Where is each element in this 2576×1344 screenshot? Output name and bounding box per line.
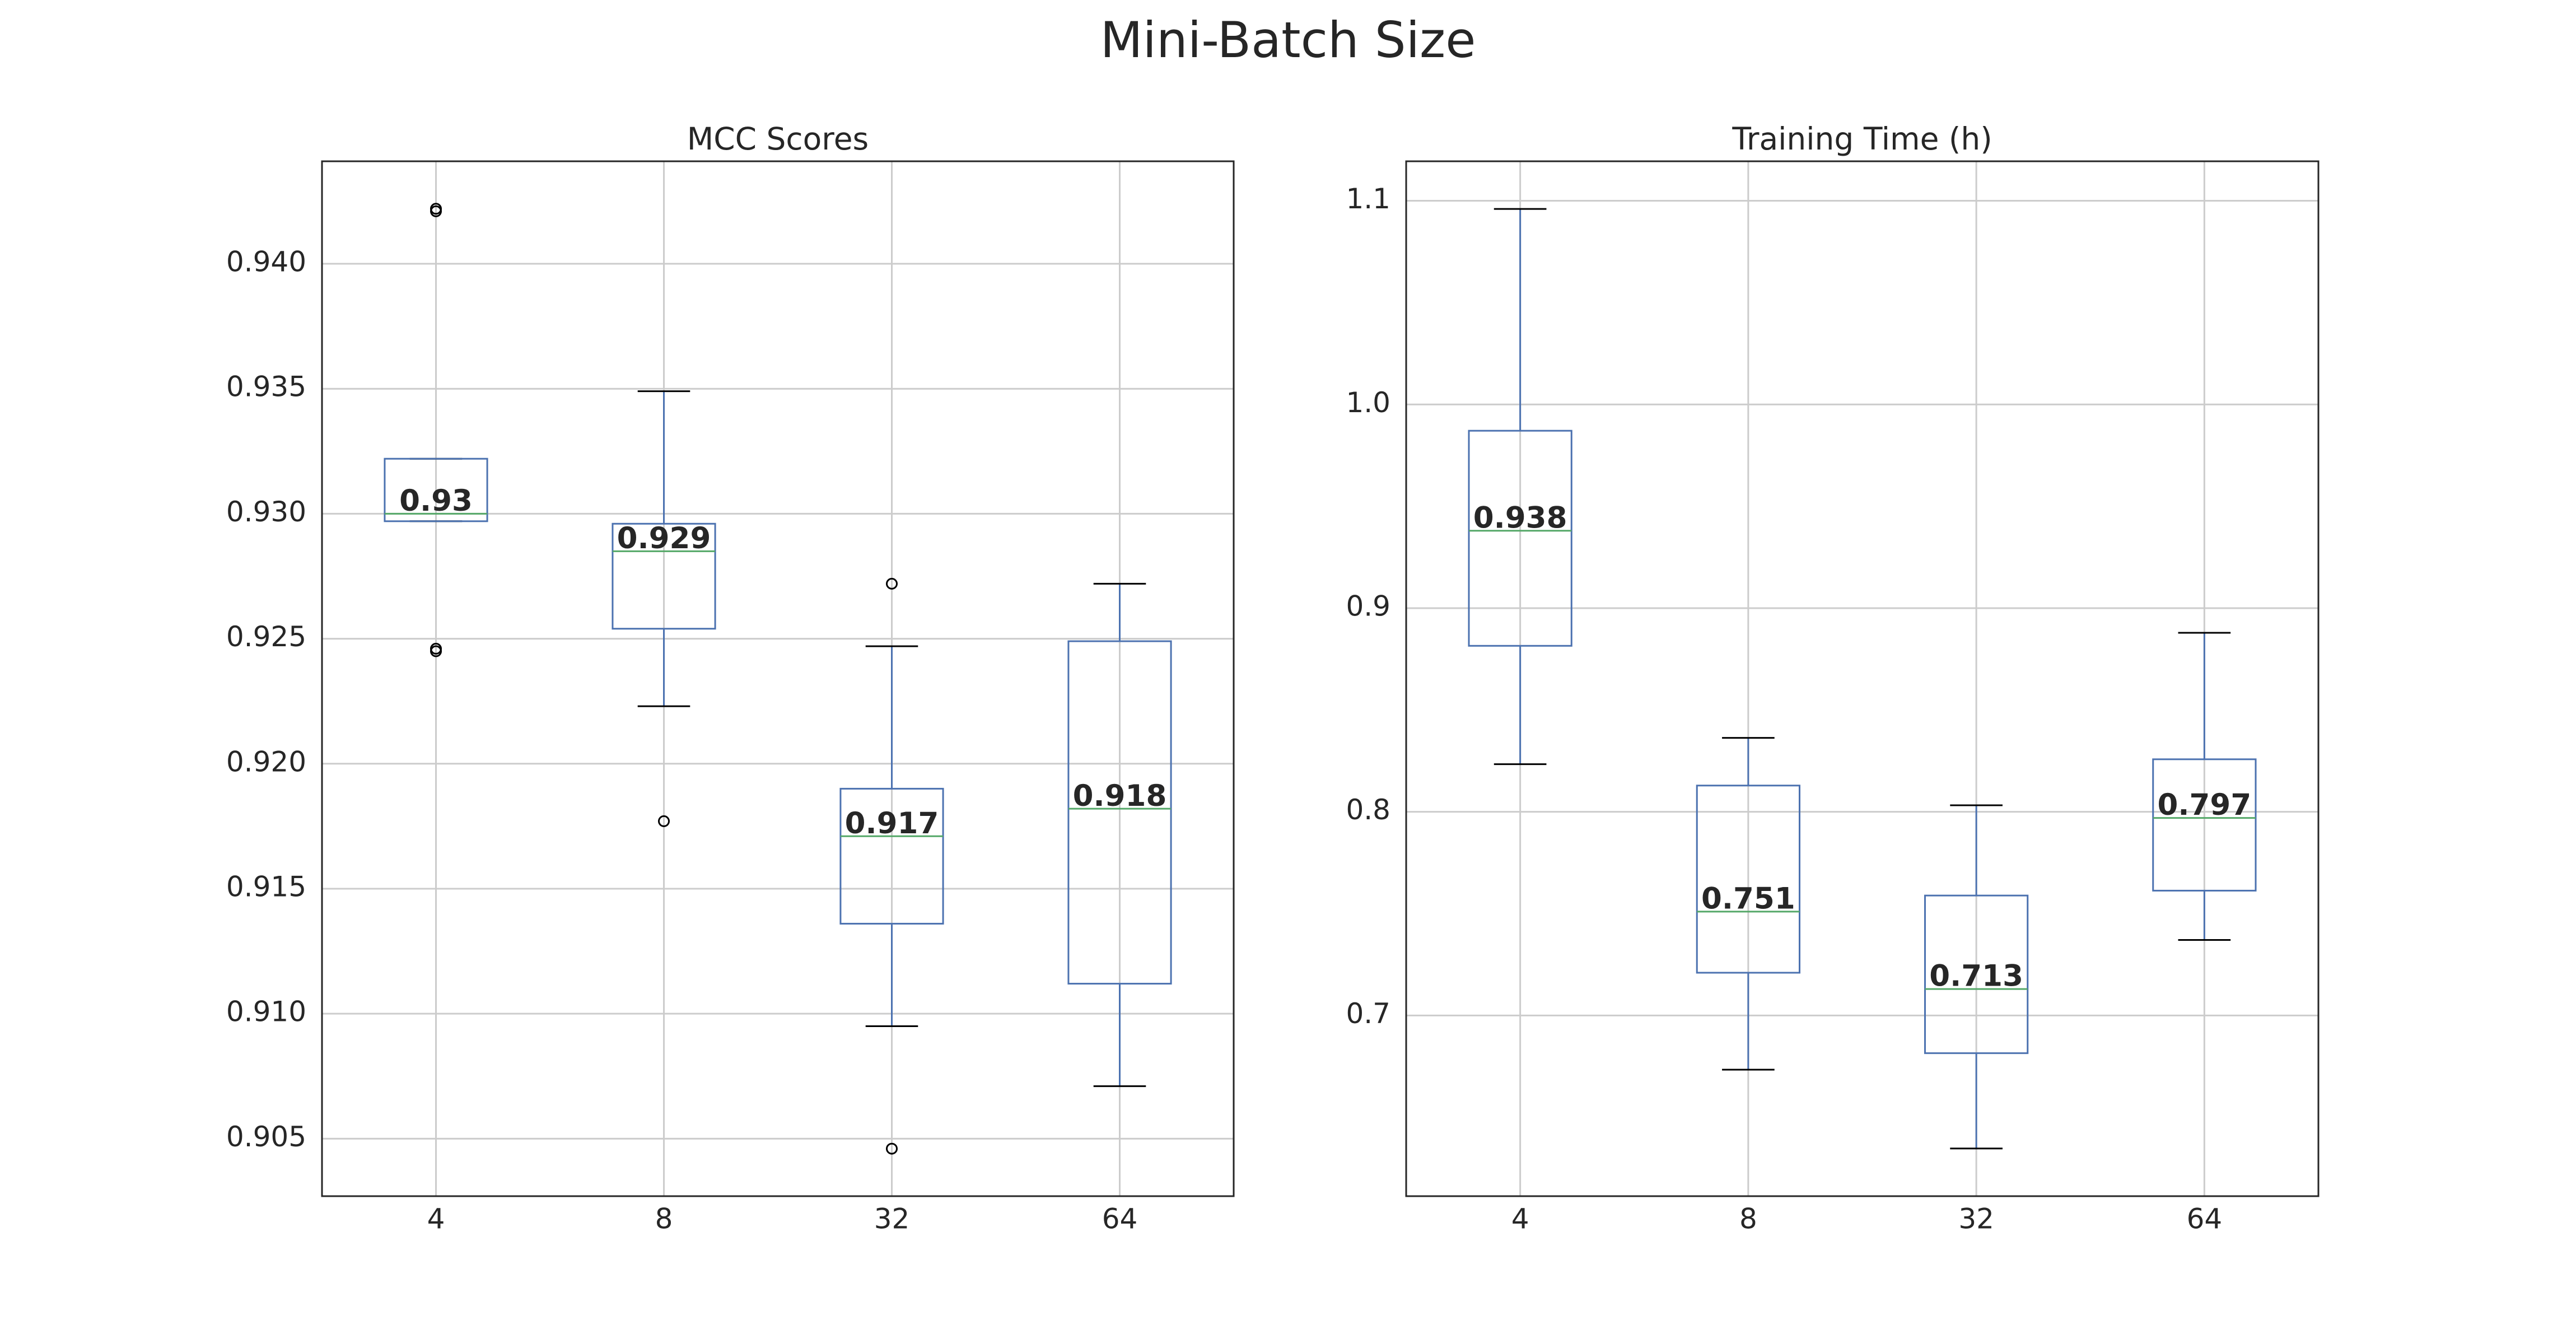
x-tick-label: 64	[1102, 1203, 1138, 1235]
flier	[430, 205, 442, 217]
median-label: 0.917	[845, 806, 939, 841]
y-tick-label: 1.1	[1346, 183, 1390, 215]
y-tick-label: 1.0	[1346, 386, 1390, 419]
x-tick-label: 4	[427, 1203, 445, 1235]
x-tick-label: 32	[1958, 1203, 1994, 1235]
x-tick-label: 8	[655, 1203, 673, 1235]
x-tick-label: 4	[1511, 1203, 1529, 1235]
y-tick-label: 0.8	[1346, 794, 1390, 826]
panel-title: Training Time (h)	[1732, 121, 1992, 157]
box	[1067, 640, 1172, 985]
y-tick-label: 0.905	[226, 1121, 306, 1153]
flier	[430, 645, 442, 657]
plot-frame	[321, 160, 1235, 1197]
box	[1468, 430, 1572, 647]
median-label: 0.929	[617, 521, 711, 556]
flier	[658, 815, 670, 827]
median-label: 0.93	[399, 484, 473, 518]
y-tick-label: 0.9	[1346, 590, 1390, 622]
y-tick-label: 0.910	[226, 996, 306, 1028]
median-label: 0.797	[2158, 788, 2252, 822]
plot-frame	[1405, 160, 2320, 1197]
x-tick-label: 8	[1739, 1203, 1757, 1235]
median-label: 0.918	[1073, 779, 1167, 813]
flier	[886, 1142, 898, 1155]
y-tick-label: 0.920	[226, 745, 306, 778]
box	[612, 522, 716, 630]
box	[1924, 894, 2029, 1054]
y-tick-label: 0.915	[226, 870, 306, 903]
box	[1696, 785, 1801, 974]
box	[839, 787, 944, 925]
median-label: 0.713	[1929, 959, 2023, 993]
median-label: 0.751	[1701, 882, 1795, 916]
box	[2152, 758, 2257, 892]
median-label: 0.938	[1473, 501, 1567, 535]
y-tick-label: 0.940	[226, 246, 306, 278]
y-tick-label: 0.925	[226, 620, 306, 653]
box	[384, 458, 488, 522]
figure-title: Mini-Batch Size	[1100, 11, 1476, 69]
flier	[886, 577, 898, 590]
y-tick-label: 0.7	[1346, 997, 1390, 1030]
y-tick-label: 0.930	[226, 496, 306, 528]
x-tick-label: 32	[874, 1203, 910, 1235]
panel-title: MCC Scores	[687, 121, 869, 157]
y-tick-label: 0.935	[226, 371, 306, 403]
x-tick-label: 64	[2187, 1203, 2223, 1235]
